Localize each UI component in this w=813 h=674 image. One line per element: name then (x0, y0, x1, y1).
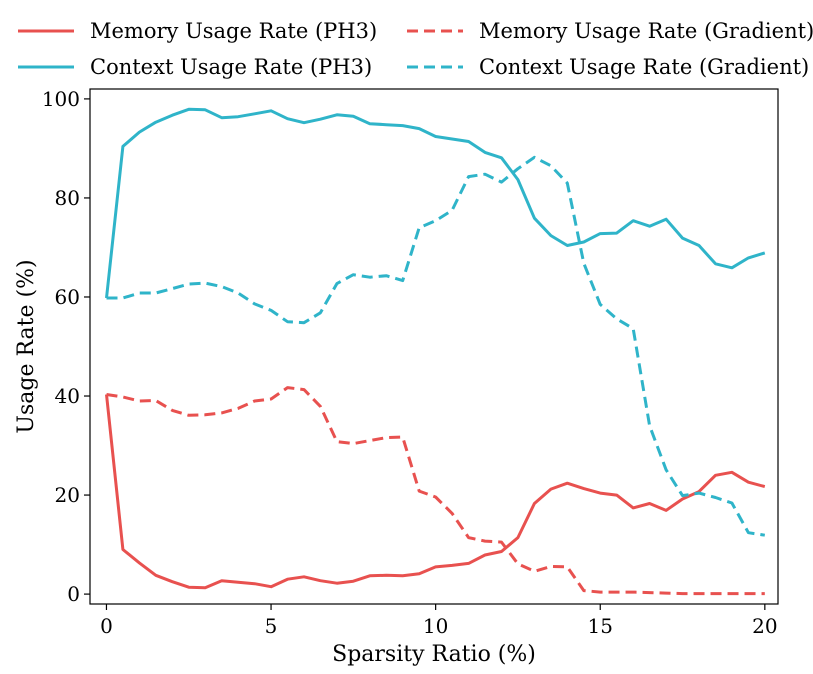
y-tick-label: 40 (55, 384, 80, 408)
y-tick-label: 0 (67, 582, 80, 606)
x-tick-label: 10 (423, 614, 448, 638)
legend-label-3: Memory Usage Rate (Gradient) (479, 19, 813, 43)
legend: Memory Usage Rate (PH3) Context Usage Rat… (18, 19, 813, 79)
y-tick-label: 100 (42, 87, 80, 111)
x-tick-label: 5 (265, 614, 278, 638)
legend-label-1: Memory Usage Rate (PH3) (90, 19, 377, 43)
y-tick-label: 80 (55, 186, 80, 210)
series-line-1 (105, 394, 766, 590)
y-axis-label: Usage Rate (%) (14, 259, 39, 433)
y-tick-label: 60 (55, 285, 80, 309)
x-tick-label: 20 (752, 614, 777, 638)
axis-ticks: 0 5 10 15 20 0 20 40 60 80 100 (42, 87, 778, 638)
x-tick-label: 0 (100, 614, 113, 638)
plot-frame (89, 88, 779, 605)
legend-label-2: Context Usage Rate (PH3) (90, 55, 372, 79)
x-tick-label: 15 (588, 614, 613, 638)
legend-label-4: Context Usage Rate (Gradient) (479, 55, 809, 79)
series-line-3 (106, 386, 765, 596)
series-line-2 (105, 107, 766, 299)
x-axis-label: Sparsity Ratio (%) (332, 642, 536, 667)
y-tick-label: 20 (55, 483, 80, 507)
series-line-4 (106, 155, 766, 537)
plot-lines (105, 107, 766, 596)
